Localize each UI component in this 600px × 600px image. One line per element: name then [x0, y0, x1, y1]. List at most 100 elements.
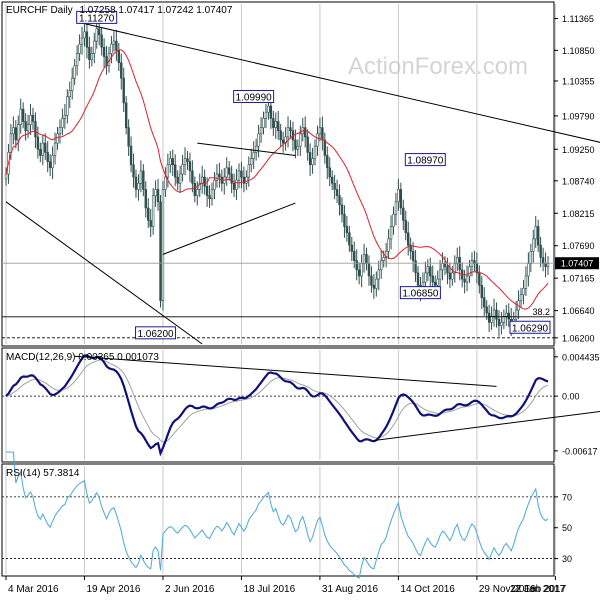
candle-body [12, 127, 15, 135]
candle-body [117, 50, 121, 64]
candle-body [289, 127, 292, 132]
candle-body [318, 127, 322, 135]
candle-body [384, 250, 388, 258]
candle-body [161, 189, 165, 302]
candle-body [485, 306, 488, 314]
candle-body [424, 272, 427, 283]
y-tick-label: 1.09250 [562, 145, 595, 155]
candle-body [397, 189, 400, 203]
candle-body [436, 278, 439, 286]
macd-panel-title: MACD(12,26,9) 0.00365 0.001073 [6, 352, 159, 363]
level-label-text: 1.11270 [79, 13, 115, 24]
candle-body [259, 127, 263, 135]
candle-body [353, 250, 356, 261]
candle-body [375, 278, 378, 289]
candle-body [345, 226, 349, 234]
ohlc-readout: 1.07258 1.07417 1.07242 1.07407 [79, 5, 232, 16]
y-tick-label: 0.00 [562, 392, 580, 402]
macd-y-axis: 0.004435 0.00 -0.00617 [554, 352, 600, 456]
x-tick-label: 27 Feb 2017 [510, 584, 567, 595]
candle-body [524, 275, 528, 289]
rsi-y-axis: 70 50 30 [554, 492, 572, 564]
candle-body [514, 309, 518, 320]
candle-body [483, 297, 486, 308]
candle-body [316, 133, 319, 147]
macd-series [2, 354, 600, 457]
candle-body [473, 260, 476, 264]
candle-body [274, 121, 277, 128]
candle-body [203, 176, 206, 187]
y-tick-label: 1.07690 [562, 241, 595, 251]
candle-body [330, 176, 334, 184]
candle-body [433, 281, 437, 286]
candle-body [181, 164, 184, 175]
candle-body [78, 43, 81, 54]
candle-body [129, 145, 133, 166]
candle-body [394, 201, 398, 215]
candle-body [58, 127, 62, 135]
candle-body [14, 127, 18, 141]
candle-body [269, 105, 273, 119]
macd-signal-line [5, 359, 549, 443]
candle-body [144, 189, 147, 209]
candle-body [68, 90, 71, 98]
candle-body [210, 189, 214, 200]
candle-body [343, 213, 346, 227]
candle-body [527, 263, 530, 277]
candle-body [83, 31, 86, 39]
candle-body [44, 142, 47, 153]
candle-body [296, 145, 300, 150]
macd-trendline-lower [373, 410, 600, 441]
y-tick-label: 0.004435 [562, 352, 600, 362]
candle-body [137, 182, 140, 190]
candle-body [478, 272, 481, 286]
candle-body [34, 121, 37, 138]
macd-panel-frame [1, 347, 555, 463]
candle-body [495, 309, 498, 320]
candle-body [230, 173, 233, 184]
candle-body [17, 124, 20, 141]
candle-body [519, 294, 523, 302]
candle-body [348, 232, 351, 246]
candle-body [122, 77, 125, 104]
candle-body [541, 257, 545, 264]
triangle-lower [162, 202, 296, 255]
candle-body [340, 204, 344, 215]
candle-body [257, 133, 260, 147]
candle-body [132, 164, 135, 178]
candle-body [272, 118, 275, 128]
candle-body [200, 176, 204, 184]
candle-body [245, 176, 248, 184]
candle-body [534, 226, 537, 240]
level-label-box [135, 326, 177, 340]
candle-body [326, 155, 329, 169]
candle-body [134, 176, 138, 190]
candle-body [39, 148, 42, 156]
candle-body [247, 164, 250, 178]
candle-body [294, 139, 297, 150]
candle-body [338, 195, 341, 206]
candle-body [88, 46, 91, 60]
candle-body [127, 127, 130, 147]
candle-body [147, 207, 150, 221]
x-tick-label: 12 Jan 2017 [510, 584, 565, 595]
candle-body [164, 176, 167, 190]
falling-channel-top [79, 22, 600, 143]
price-series [2, 17, 554, 339]
candle-body [56, 133, 59, 144]
y-tick-label: 30 [562, 554, 572, 564]
candle-body [237, 170, 241, 181]
candle-body [183, 158, 187, 166]
price-y-axis: 1.11365 1.10850 1.10355 1.09790 1.09250 1.087… [554, 14, 599, 343]
watermark-text: ActionForex.com [348, 53, 528, 80]
price-panel-frame [1, 1, 555, 347]
candle-body [24, 121, 27, 132]
candle-body [250, 158, 253, 166]
candle-body [380, 260, 383, 271]
candle-body [367, 263, 371, 277]
candle-body [306, 136, 309, 153]
candle-body [308, 152, 312, 166]
candle-body [451, 272, 454, 280]
candle-body [149, 220, 152, 227]
candle-body [232, 182, 236, 190]
